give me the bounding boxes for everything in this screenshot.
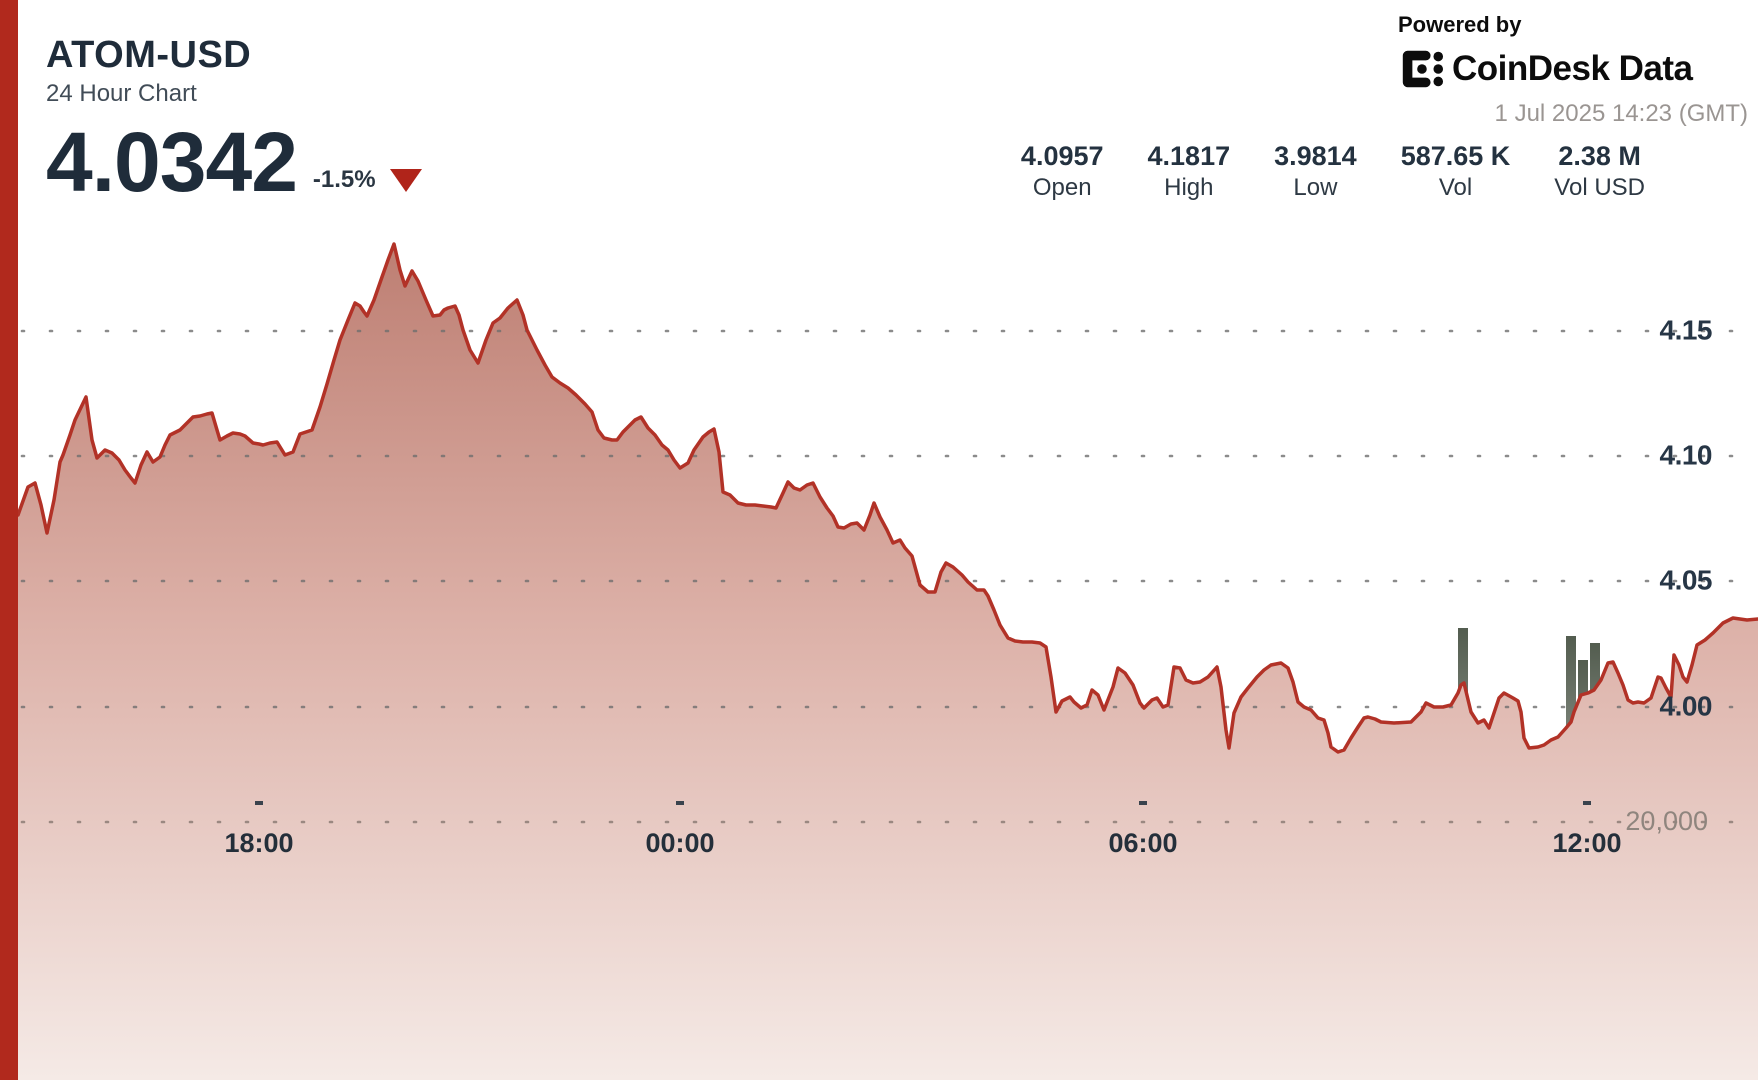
stat-label: Open [1032,174,1092,201]
price-line [16,242,1758,754]
stats-row: 4.0957 Open 4.1817 High 3.9814 Low 587.65 K Vol… [1021,140,1645,204]
symbol-title: ATOM-USD [46,34,252,76]
stat-label: High [1164,174,1214,201]
time-tick-mark [676,801,684,805]
gridlines-group [20,329,1758,824]
powered-by-label: Powered by [1398,12,1522,37]
stat-high: 4.1817 High [1148,140,1231,204]
current-price: 4.0342 [46,115,298,209]
stat-value: 587.65 K [1400,141,1511,171]
stat-low: 3.9814 Low [1274,140,1357,204]
stat-value: 3.9814 [1274,141,1357,171]
stat-value: 4.0957 [1020,141,1104,171]
stat-vol: 587.65 K Vol [1401,140,1511,204]
stat-label: Vol [1438,174,1473,201]
coindesk-logo-icon [1402,50,1444,88]
chart-subtitle: 24 Hour Chart [46,80,197,107]
timestamp: 1 Jul 2025 14:23 (GMT) [1494,100,1748,127]
time-tick-mark [255,801,263,805]
change-indicator: -1.5% [313,166,422,194]
header-block: ATOM-USD 24 Hour Chart [46,34,251,108]
price-area-fill [18,244,1758,1080]
left-accent-bar [0,0,18,1080]
stat-label: Low [1293,174,1338,201]
time-ticks-group [255,801,1591,805]
stat-vol-usd: 2.38 M Vol USD [1554,140,1645,204]
stat-value: 4.1817 [1147,141,1231,171]
brand-row[interactable]: CoinDesk Data [1398,46,1693,92]
time-tick-mark [1583,801,1591,805]
price-block: 4.0342 -1.5% [46,116,422,208]
brand-name: CoinDesk Data [1452,49,1693,88]
time-tick-mark [1139,801,1147,805]
stat-label: Vol USD [1554,174,1645,201]
stat-open: 4.0957 Open [1021,140,1104,204]
powered-by-block: Powered by CoinDesk Data [1398,12,1693,92]
stat-value: 2.38 M [1558,141,1641,171]
down-arrow-icon [389,168,422,192]
change-percent: -1.5% [312,166,376,193]
